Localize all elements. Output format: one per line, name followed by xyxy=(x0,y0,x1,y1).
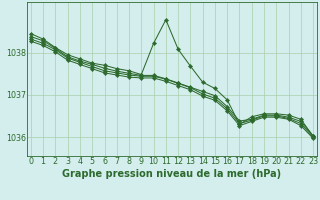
X-axis label: Graphe pression niveau de la mer (hPa): Graphe pression niveau de la mer (hPa) xyxy=(62,169,282,179)
